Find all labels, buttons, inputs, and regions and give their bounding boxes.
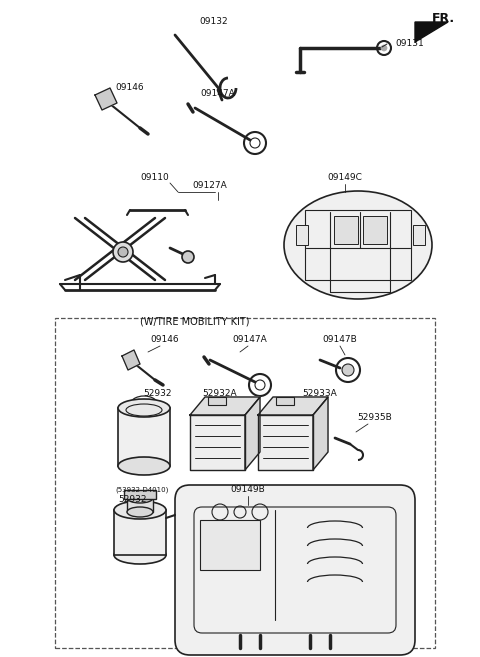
- Polygon shape: [95, 88, 117, 110]
- Polygon shape: [190, 397, 260, 415]
- Text: 09110: 09110: [141, 173, 169, 183]
- Text: 52932A: 52932A: [203, 388, 237, 397]
- Bar: [124, 490, 156, 499]
- Bar: [305, 210, 411, 280]
- Polygon shape: [258, 415, 313, 470]
- Polygon shape: [190, 415, 245, 470]
- Text: 09147B: 09147B: [323, 336, 358, 344]
- Bar: [413, 225, 425, 245]
- Text: 52933A: 52933A: [302, 388, 337, 397]
- Text: 09132: 09132: [200, 18, 228, 26]
- Text: 09149C: 09149C: [327, 173, 362, 183]
- Polygon shape: [245, 397, 260, 470]
- Circle shape: [381, 45, 387, 51]
- Text: (W/TIRE MOBILITY KIT): (W/TIRE MOBILITY KIT): [140, 317, 250, 327]
- Text: 52932: 52932: [144, 388, 172, 397]
- Polygon shape: [122, 350, 140, 370]
- Circle shape: [342, 364, 354, 376]
- Text: 09146: 09146: [116, 83, 144, 93]
- Polygon shape: [415, 22, 448, 42]
- Text: 09147A: 09147A: [201, 89, 235, 99]
- Ellipse shape: [118, 457, 170, 475]
- Bar: [114, 510, 166, 555]
- Ellipse shape: [127, 493, 153, 503]
- Text: 52935B: 52935B: [358, 413, 392, 422]
- Polygon shape: [258, 397, 328, 415]
- Bar: [200, 520, 260, 570]
- Text: 52932: 52932: [118, 495, 146, 505]
- FancyBboxPatch shape: [175, 485, 415, 655]
- Bar: [55, 318, 435, 648]
- Bar: [334, 216, 358, 244]
- Text: 09147A: 09147A: [233, 336, 267, 344]
- Bar: [208, 397, 226, 405]
- Ellipse shape: [284, 191, 432, 299]
- Ellipse shape: [114, 546, 166, 564]
- Text: 09149B: 09149B: [230, 486, 265, 495]
- Text: (53932-D4010): (53932-D4010): [115, 487, 168, 493]
- Text: 09146: 09146: [151, 336, 180, 344]
- Text: FR.: FR.: [432, 12, 455, 24]
- Text: 09131: 09131: [395, 39, 424, 49]
- Circle shape: [182, 251, 194, 263]
- Text: 09127A: 09127A: [192, 181, 228, 191]
- Circle shape: [118, 247, 128, 257]
- Ellipse shape: [114, 501, 166, 519]
- Bar: [118, 408, 170, 466]
- Ellipse shape: [118, 399, 170, 417]
- Bar: [276, 397, 294, 405]
- Polygon shape: [313, 397, 328, 470]
- Bar: [363, 216, 387, 244]
- Bar: [296, 225, 308, 245]
- Bar: [127, 498, 153, 512]
- Circle shape: [113, 242, 133, 262]
- Ellipse shape: [127, 507, 153, 517]
